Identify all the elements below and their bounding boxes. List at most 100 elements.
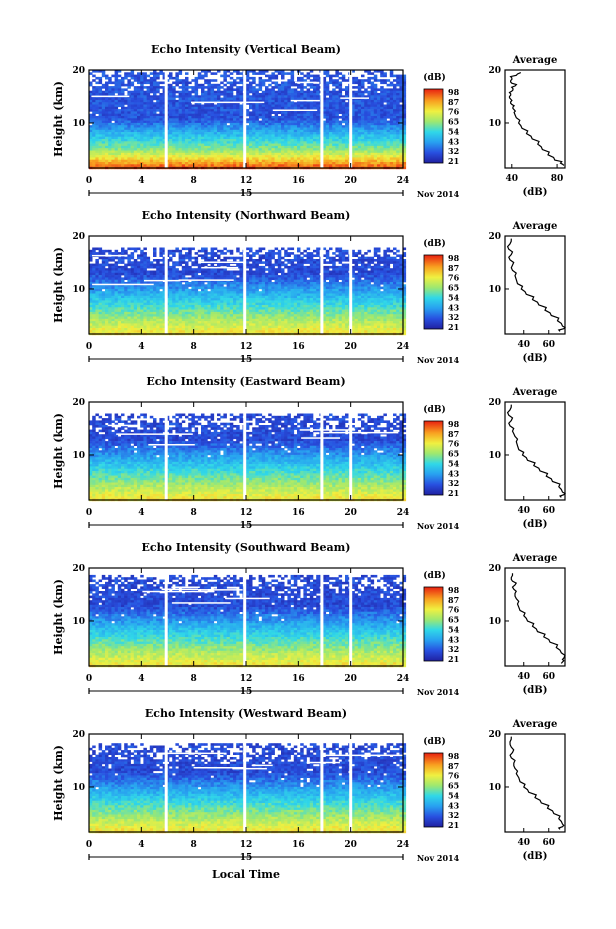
echo-cell [197, 159, 202, 163]
echo-cell [341, 102, 346, 105]
echo-cell [271, 134, 275, 137]
echo-cell [188, 111, 192, 114]
echo-cell [293, 113, 298, 117]
echo-cell [255, 272, 259, 276]
echo-cell [373, 102, 378, 105]
echo-cell [338, 247, 343, 251]
echo-cell [92, 113, 96, 117]
echo-cell [389, 97, 394, 101]
echo-cell [258, 86, 263, 89]
echo-cell [402, 159, 407, 163]
echo-cell [354, 259, 359, 262]
echo-cell [162, 90, 167, 94]
echo-cell [399, 113, 403, 117]
echo-cell [124, 97, 128, 101]
echo-cell [233, 113, 237, 117]
echo-cell [271, 155, 275, 158]
echo-cell [121, 164, 125, 167]
echo-cell [117, 152, 122, 156]
echo-cell [92, 263, 96, 267]
echo-cell [133, 113, 138, 117]
echo-cell [284, 249, 288, 253]
echo-cell [137, 162, 141, 165]
echo-cell [105, 259, 109, 262]
echo-cell [325, 99, 330, 103]
echo-cell [153, 127, 157, 131]
echo-cell [297, 125, 301, 128]
echo-cell [345, 275, 349, 278]
echo-cell [108, 111, 112, 114]
echo-cell [277, 148, 282, 151]
echo-cell [229, 76, 234, 80]
echo-cell [114, 261, 119, 264]
echo-cell [207, 148, 211, 151]
echo-cell [229, 86, 234, 89]
echo-cell [220, 141, 224, 144]
echo-cell [341, 252, 346, 255]
echo-cell [197, 155, 202, 158]
echo-cell [300, 79, 304, 82]
echo-cell [261, 81, 266, 85]
echo-cell [153, 125, 157, 128]
echo-cell [175, 139, 179, 142]
echo-cell [149, 111, 154, 114]
echo-cell [274, 155, 279, 158]
echo-cell [306, 256, 311, 260]
echo-cell [297, 111, 301, 114]
echo-cell [274, 162, 279, 165]
echo-cell [175, 81, 179, 85]
echo-cell [194, 148, 199, 151]
echo-cell [345, 263, 349, 267]
echo-cell [233, 109, 237, 112]
echo-cell [143, 145, 147, 149]
echo-cell [377, 247, 381, 251]
echo-cell [130, 81, 135, 85]
echo-cell [223, 259, 227, 262]
echo-cell [373, 150, 378, 154]
echo-cell [252, 72, 256, 75]
echo-cell [316, 88, 320, 91]
echo-cell [345, 86, 349, 89]
echo-cell [351, 129, 355, 133]
echo-cell [258, 70, 263, 73]
echo-cell [377, 155, 381, 158]
echo-cell [268, 148, 272, 151]
echo-cell [258, 277, 263, 280]
echo-cell [329, 97, 333, 101]
echo-cell [239, 132, 243, 135]
echo-cell [332, 120, 336, 124]
echo-cell [281, 106, 285, 110]
echo-cell [217, 272, 221, 276]
echo-cell [338, 76, 343, 80]
echo-cell [143, 259, 147, 262]
echo-cell [325, 109, 330, 112]
echo-cell [399, 150, 403, 154]
echo-cell [252, 116, 256, 119]
echo-cell [380, 99, 384, 103]
echo-cell [178, 272, 183, 276]
echo-cell [364, 259, 368, 262]
echo-cell [245, 277, 250, 280]
echo-cell [220, 127, 224, 131]
echo-cell [329, 90, 333, 94]
echo-cell [300, 270, 304, 274]
echo-cell [201, 141, 205, 144]
echo-cell [361, 268, 365, 271]
echo-cell [92, 247, 96, 251]
echo-cell [204, 72, 208, 75]
echo-cell [130, 106, 135, 110]
echo-cell [201, 136, 205, 140]
echo-cell [370, 141, 375, 144]
echo-cell [389, 113, 394, 117]
echo-cell [178, 109, 183, 112]
echo-cell [316, 275, 320, 278]
echo-cell [188, 249, 192, 253]
echo-cell [396, 254, 400, 257]
echo-cell [277, 70, 282, 73]
echo-cell [255, 162, 259, 165]
echo-cell [386, 162, 391, 165]
echo-cell [399, 268, 403, 271]
echo-cell [252, 148, 256, 151]
echo-cell [364, 263, 368, 267]
echo-cell [370, 127, 375, 131]
